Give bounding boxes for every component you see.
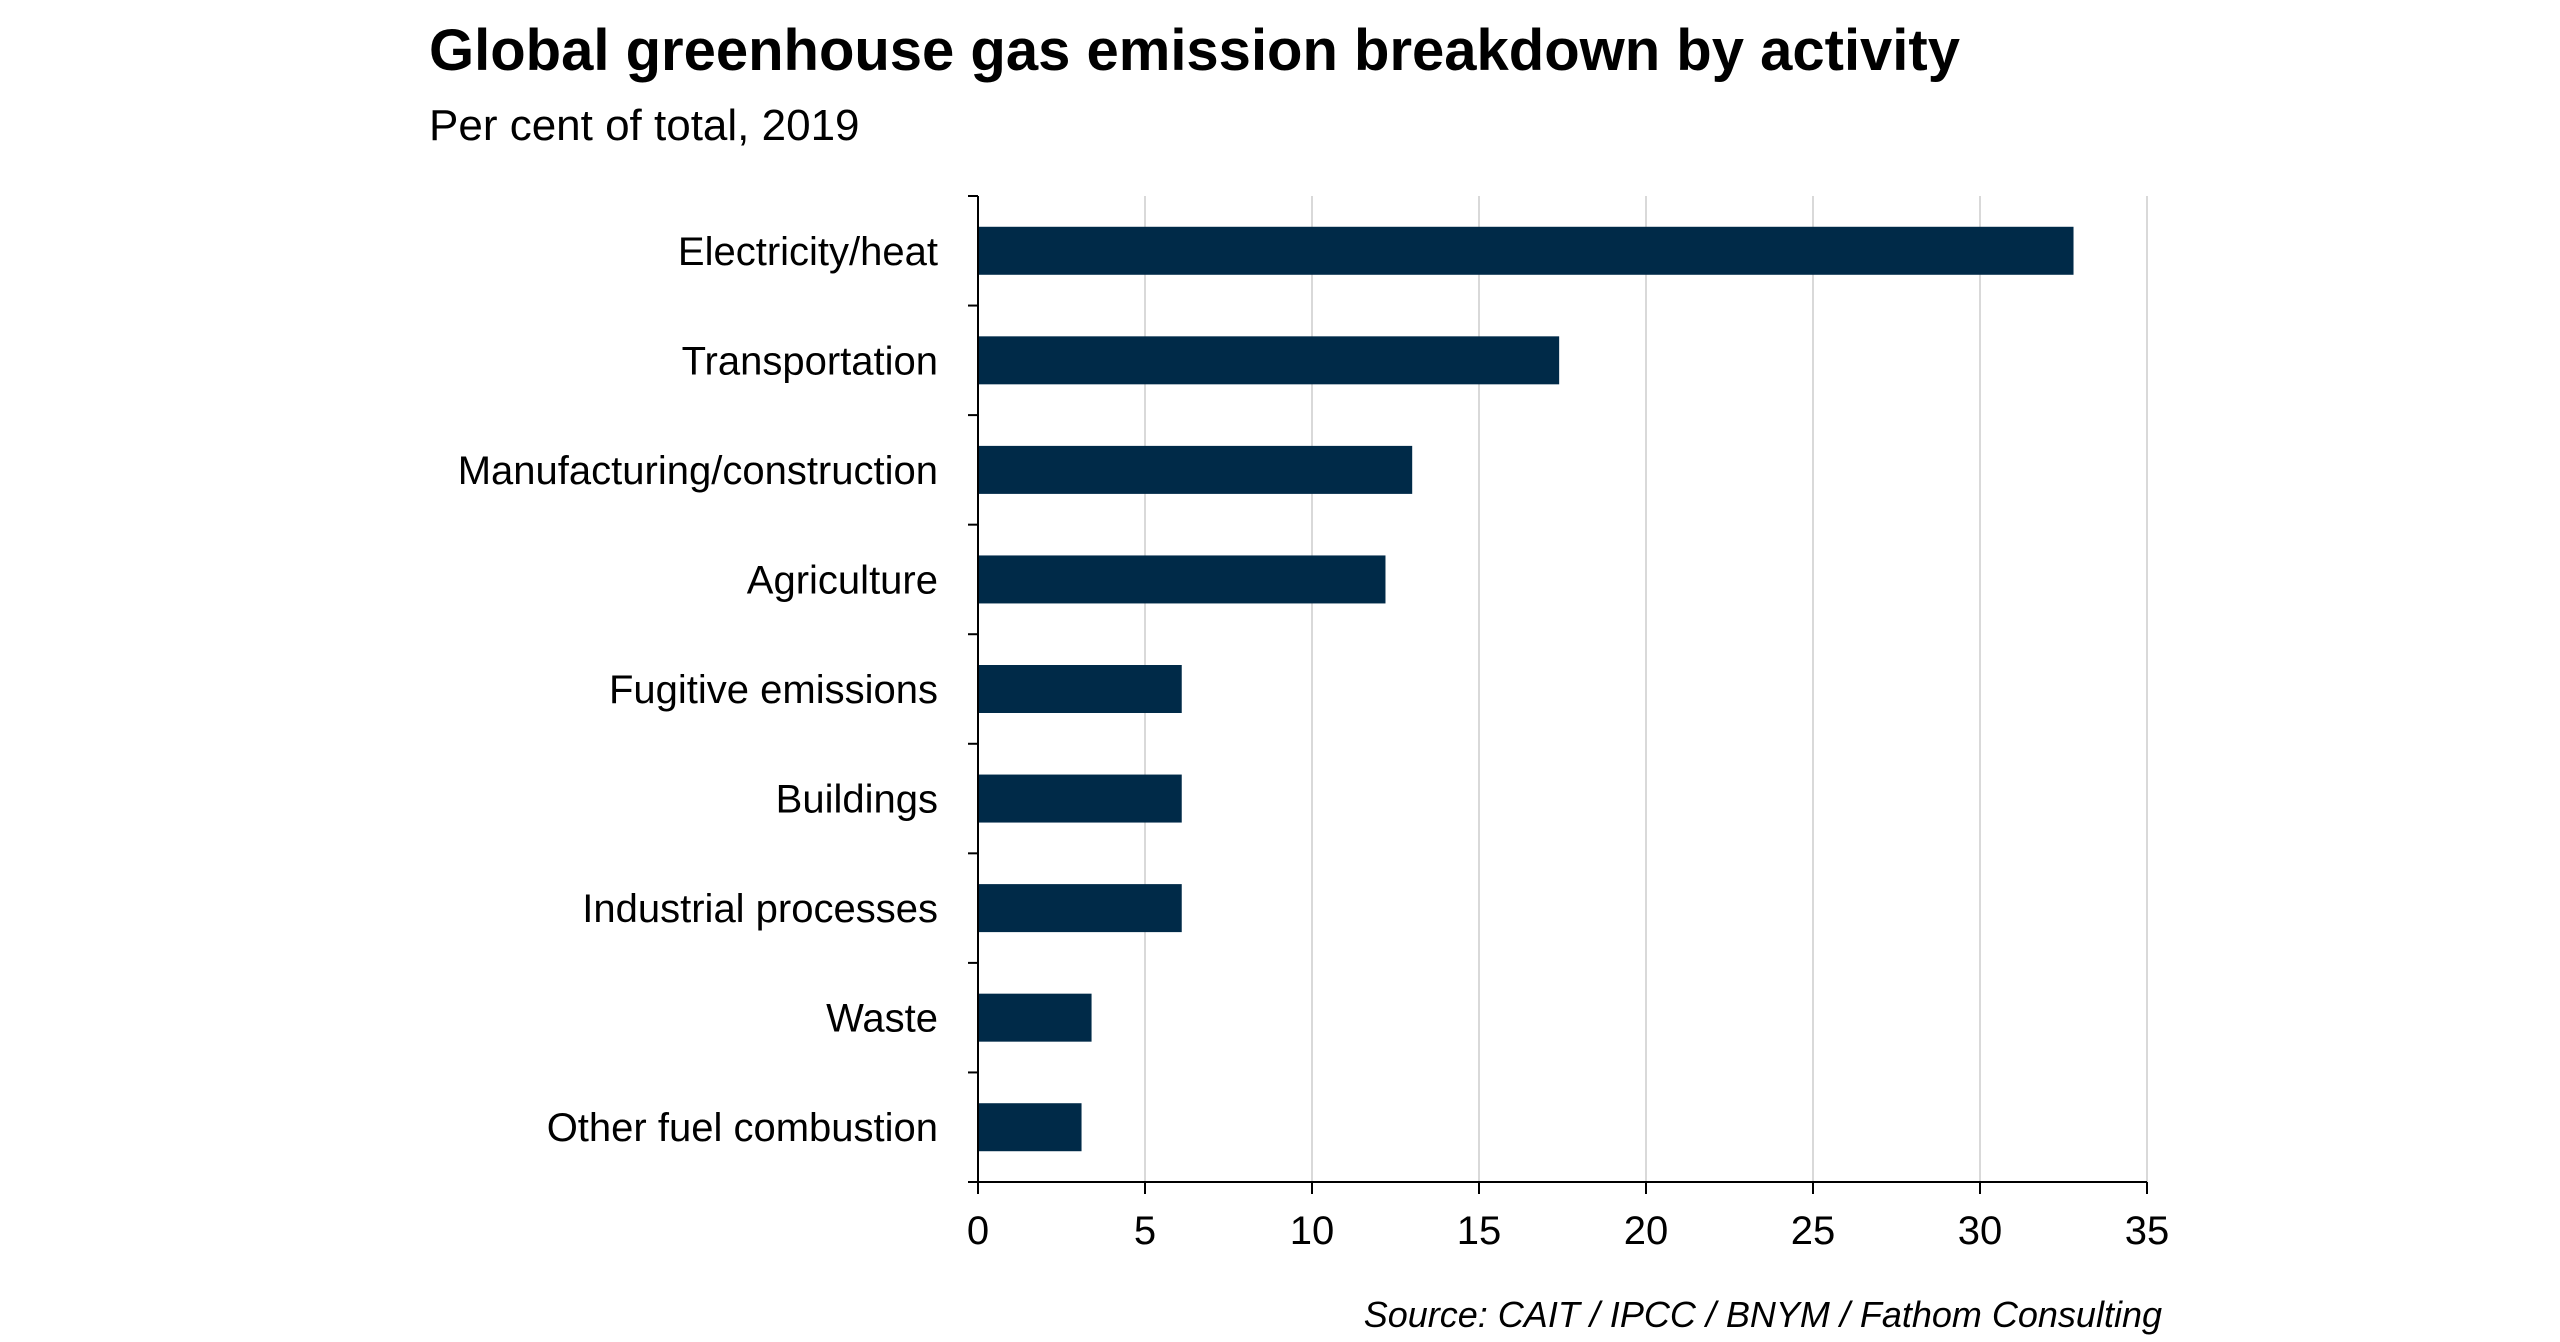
x-tick-label: 25 bbox=[1791, 1209, 1836, 1253]
bar bbox=[978, 445, 1413, 494]
category-label: Transportation bbox=[682, 339, 938, 383]
category-label: Industrial processes bbox=[582, 887, 938, 931]
category-labels: Electricity/heat Transportation Manufactur… bbox=[458, 230, 938, 1150]
bar bbox=[978, 336, 1560, 385]
x-tick-label: 10 bbox=[1290, 1209, 1335, 1253]
category-label: Agriculture bbox=[747, 558, 938, 602]
category-label: Fugitive emissions bbox=[609, 668, 938, 712]
x-tick-labels: 0 5 10 15 20 25 30 35 bbox=[967, 1209, 2169, 1253]
category-label: Manufacturing/construction bbox=[458, 449, 938, 493]
chart-title: Global greenhouse gas emission breakdown… bbox=[429, 18, 1960, 83]
category-label: Buildings bbox=[776, 778, 938, 822]
bar bbox=[978, 774, 1182, 823]
bar bbox=[978, 884, 1182, 933]
x-tick-label: 5 bbox=[1134, 1209, 1156, 1253]
category-label: Electricity/heat bbox=[678, 230, 938, 274]
x-tick-label: 20 bbox=[1624, 1209, 1669, 1253]
bar bbox=[978, 993, 1092, 1042]
x-tick-label: 30 bbox=[1958, 1209, 2003, 1253]
axes bbox=[968, 195, 2148, 1194]
bar bbox=[978, 226, 2074, 275]
chart-source: Source: CAIT / IPCC / BNYM / Fathom Cons… bbox=[1363, 1294, 2162, 1335]
x-tick-label: 35 bbox=[2125, 1209, 2170, 1253]
x-tick-label: 15 bbox=[1457, 1209, 1502, 1253]
category-label: Waste bbox=[826, 997, 938, 1041]
bar bbox=[978, 555, 1386, 604]
category-label: Other fuel combustion bbox=[547, 1106, 938, 1150]
bar bbox=[978, 1103, 1082, 1152]
x-tick-label: 0 bbox=[967, 1209, 989, 1253]
chart-subtitle: Per cent of total, 2019 bbox=[429, 101, 860, 150]
bar bbox=[978, 665, 1182, 713]
bars bbox=[978, 226, 2074, 1152]
